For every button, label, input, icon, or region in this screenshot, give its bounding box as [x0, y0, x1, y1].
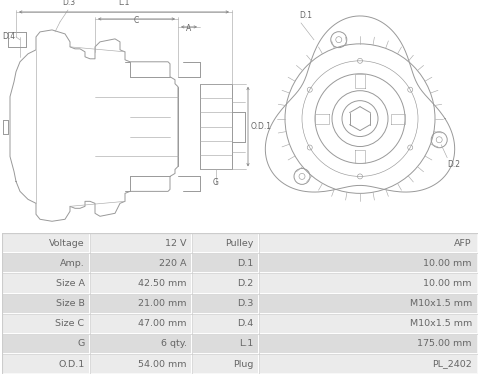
Text: Size C: Size C — [56, 319, 84, 328]
Bar — [2, 294, 90, 314]
Bar — [90, 334, 192, 354]
Text: L.1: L.1 — [118, 0, 130, 7]
Text: D.2: D.2 — [237, 279, 253, 288]
Text: 54.00 mm: 54.00 mm — [138, 359, 187, 368]
Text: AFP: AFP — [454, 239, 472, 248]
Text: G: G — [77, 340, 84, 349]
Text: D.3: D.3 — [237, 299, 253, 308]
Text: Pulley: Pulley — [225, 239, 253, 248]
Text: Size A: Size A — [56, 279, 84, 288]
Bar — [90, 314, 192, 334]
Bar — [90, 233, 192, 253]
Bar — [2, 253, 90, 273]
Text: PL_2402: PL_2402 — [432, 359, 472, 368]
Text: C: C — [134, 16, 139, 25]
Text: L.1: L.1 — [239, 340, 253, 349]
Text: M10x1.5 mm: M10x1.5 mm — [409, 299, 472, 308]
Text: 42.50 mm: 42.50 mm — [138, 279, 187, 288]
Text: O.D.1: O.D.1 — [59, 359, 84, 368]
Bar — [192, 334, 259, 354]
Text: 21.00 mm: 21.00 mm — [138, 299, 187, 308]
Bar — [192, 354, 259, 374]
Bar — [192, 253, 259, 273]
Bar — [192, 294, 259, 314]
Text: G: G — [213, 178, 219, 187]
Text: 12 V: 12 V — [165, 239, 187, 248]
Bar — [192, 314, 259, 334]
Text: 47.00 mm: 47.00 mm — [138, 319, 187, 328]
Bar — [259, 334, 478, 354]
Text: D.4: D.4 — [237, 319, 253, 328]
Bar — [259, 273, 478, 294]
Text: A: A — [186, 24, 192, 33]
Bar — [90, 253, 192, 273]
Text: Voltage: Voltage — [49, 239, 84, 248]
Bar — [259, 354, 478, 374]
Text: 10.00 mm: 10.00 mm — [423, 259, 472, 268]
Text: 6 qty.: 6 qty. — [161, 340, 187, 349]
Text: 220 A: 220 A — [159, 259, 187, 268]
Bar — [192, 233, 259, 253]
Text: 175.00 mm: 175.00 mm — [418, 340, 472, 349]
Bar — [2, 334, 90, 354]
Bar — [90, 294, 192, 314]
Bar — [2, 273, 90, 294]
Bar — [2, 314, 90, 334]
Bar — [90, 273, 192, 294]
Bar — [2, 233, 90, 253]
Text: O.D.1: O.D.1 — [251, 122, 272, 131]
Bar — [259, 233, 478, 253]
Bar — [192, 273, 259, 294]
Bar — [2, 354, 90, 374]
Text: D.1: D.1 — [299, 11, 312, 20]
Text: D.3: D.3 — [62, 0, 75, 7]
Bar — [259, 294, 478, 314]
Text: Plug: Plug — [233, 359, 253, 368]
Text: Size B: Size B — [56, 299, 84, 308]
Text: D.1: D.1 — [237, 259, 253, 268]
Text: D.2: D.2 — [447, 160, 460, 169]
Text: 10.00 mm: 10.00 mm — [423, 279, 472, 288]
Text: D.4: D.4 — [2, 32, 15, 41]
Bar — [90, 354, 192, 374]
Bar — [259, 253, 478, 273]
Text: Amp.: Amp. — [60, 259, 84, 268]
Bar — [259, 314, 478, 334]
Text: M10x1.5 mm: M10x1.5 mm — [409, 319, 472, 328]
